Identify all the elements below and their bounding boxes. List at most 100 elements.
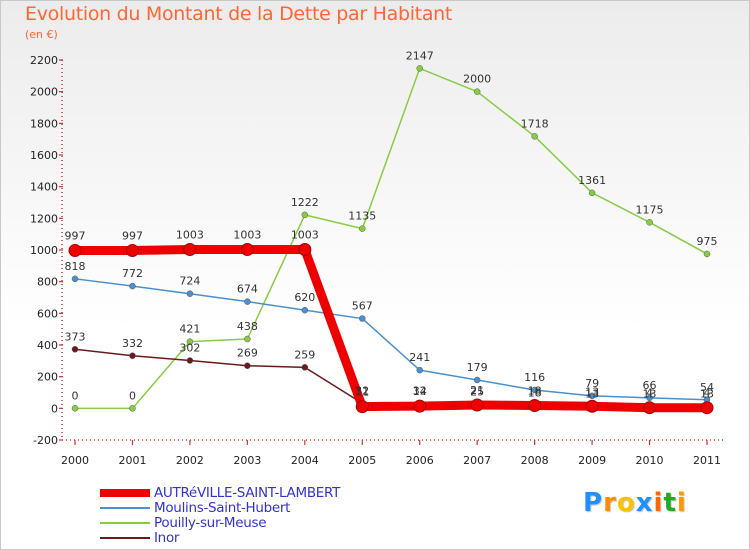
data-label: 13 bbox=[585, 387, 599, 400]
proxiti-logo: Proxiti bbox=[583, 488, 687, 518]
data-point bbox=[244, 362, 251, 369]
data-label: 4 bbox=[646, 387, 653, 400]
data-label: 14 bbox=[413, 385, 427, 398]
data-label: 1135 bbox=[348, 210, 376, 223]
data-point bbox=[473, 376, 481, 384]
data-label: 332 bbox=[122, 337, 143, 350]
data-label: 179 bbox=[467, 361, 488, 374]
x-tick-label: 2005 bbox=[348, 454, 376, 467]
data-point bbox=[473, 88, 481, 95]
legend-swatch bbox=[100, 537, 150, 539]
data-label: 620 bbox=[294, 291, 315, 304]
data-label: 772 bbox=[122, 267, 143, 280]
data-point bbox=[125, 243, 139, 257]
data-point bbox=[186, 338, 194, 345]
data-point bbox=[413, 399, 427, 413]
logo-letter: P bbox=[583, 488, 604, 518]
data-point bbox=[588, 392, 596, 400]
data-label: 724 bbox=[179, 275, 200, 288]
data-point bbox=[68, 243, 82, 257]
y-tick-label: -200 bbox=[33, 434, 58, 447]
data-label: 11 bbox=[355, 386, 369, 399]
x-tick-label: 2009 bbox=[578, 454, 606, 467]
data-label: 2147 bbox=[406, 49, 434, 62]
data-label: 66 bbox=[643, 379, 657, 392]
data-label: 421 bbox=[179, 323, 200, 336]
data-label: 0 bbox=[72, 389, 79, 402]
x-tick-label: 2003 bbox=[233, 454, 261, 467]
data-point bbox=[531, 386, 538, 394]
data-point bbox=[528, 398, 542, 412]
data-label: 1003 bbox=[291, 229, 319, 242]
data-point bbox=[643, 401, 657, 415]
x-tick-label: 2001 bbox=[118, 454, 146, 467]
data-label: 13 bbox=[585, 385, 599, 398]
data-point bbox=[416, 65, 423, 72]
data-label: 25 bbox=[470, 385, 484, 398]
data-point bbox=[129, 352, 136, 360]
data-label: 373 bbox=[65, 330, 86, 343]
data-label: 241 bbox=[409, 351, 430, 364]
data-label: 21 bbox=[470, 384, 484, 397]
data-point bbox=[646, 394, 653, 402]
data-point bbox=[244, 298, 251, 305]
data-label: 674 bbox=[237, 283, 258, 296]
legend-label: Inor bbox=[154, 530, 180, 546]
data-point bbox=[703, 250, 711, 258]
data-point bbox=[301, 306, 309, 314]
data-point bbox=[359, 315, 366, 322]
data-point bbox=[186, 357, 194, 364]
logo-letter: r bbox=[603, 488, 617, 518]
legend-swatch bbox=[100, 522, 150, 524]
data-label: 1222 bbox=[291, 196, 319, 209]
logo-letter: t bbox=[663, 488, 677, 518]
x-tick-label: 2008 bbox=[521, 454, 549, 467]
axes: -200020040060080010001200140016001800200… bbox=[30, 54, 725, 467]
data-point bbox=[129, 405, 136, 412]
legend-label: Pouilly-sur-Meuse bbox=[154, 515, 267, 531]
legend-label: Moulins-Saint-Hubert bbox=[154, 500, 291, 516]
y-tick-label: 1400 bbox=[30, 181, 58, 194]
legend-swatch bbox=[100, 507, 150, 509]
y-tick-label: 1600 bbox=[30, 149, 58, 162]
x-tick-label: 2007 bbox=[463, 454, 491, 467]
data-label: 1175 bbox=[636, 203, 664, 216]
data-point bbox=[71, 275, 79, 283]
x-tick-label: 2011 bbox=[693, 454, 721, 467]
data-point bbox=[355, 400, 369, 414]
data-point bbox=[646, 219, 653, 226]
data-label: 997 bbox=[65, 229, 86, 242]
logo-letter: i bbox=[676, 488, 687, 518]
y-tick-label: 2200 bbox=[30, 54, 58, 67]
y-tick-label: 600 bbox=[37, 307, 58, 320]
data-label: 438 bbox=[237, 320, 258, 333]
data-point bbox=[470, 398, 484, 412]
series-line-0 bbox=[75, 245, 707, 413]
data-label: 32 bbox=[413, 384, 427, 397]
data-label: 302 bbox=[179, 342, 200, 355]
series-line-1 bbox=[74, 278, 708, 401]
y-tick-label: 1000 bbox=[30, 244, 58, 257]
series-line-3 bbox=[74, 348, 707, 408]
data-point bbox=[183, 243, 197, 257]
data-label: 2000 bbox=[463, 73, 491, 86]
data-label: 116 bbox=[524, 371, 545, 384]
data-label: 259 bbox=[294, 348, 315, 361]
data-label: 32 bbox=[355, 384, 369, 397]
data-point bbox=[531, 133, 538, 140]
data-label: 18 bbox=[528, 386, 542, 399]
series-layer bbox=[68, 65, 714, 415]
data-point bbox=[700, 401, 714, 415]
data-label: 269 bbox=[237, 347, 258, 360]
logo-letter: x bbox=[635, 488, 654, 518]
data-label: 567 bbox=[352, 300, 373, 313]
data-point bbox=[186, 290, 194, 297]
data-point bbox=[71, 346, 79, 353]
series-line-2 bbox=[75, 67, 708, 410]
y-tick-label: 0 bbox=[51, 402, 58, 415]
data-point bbox=[301, 364, 309, 371]
x-tick-label: 2010 bbox=[636, 454, 664, 467]
data-label: 1718 bbox=[521, 117, 549, 130]
logo-letter: i bbox=[653, 488, 664, 518]
